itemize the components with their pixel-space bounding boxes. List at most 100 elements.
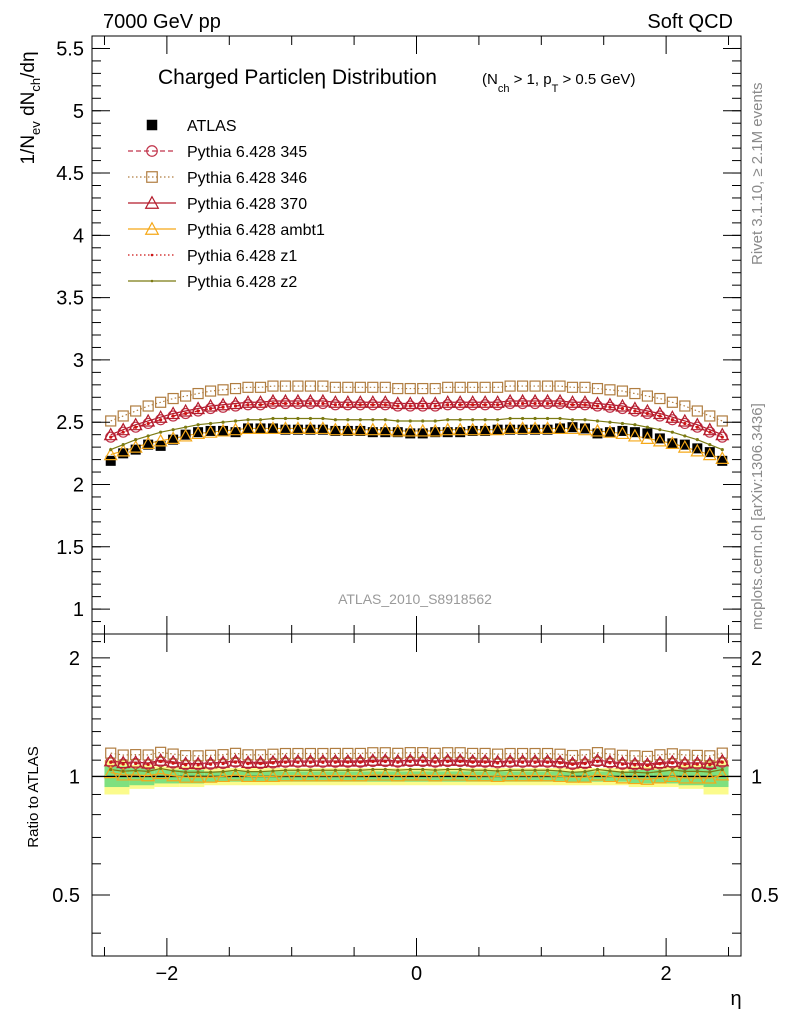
point-pythia-6-428-346 xyxy=(204,385,217,397)
point-pythia-6-428-346 xyxy=(641,390,653,402)
ratio-point-pythia-6-428-346 xyxy=(242,749,254,761)
ratio-point-pythia-6-428-345 xyxy=(217,757,229,770)
ratio-point-pythia-6-428-370 xyxy=(178,756,193,770)
ratio-point-pythia-6-428-370 xyxy=(465,753,480,767)
point-pythia-6-428-ambt1 xyxy=(166,431,181,445)
ratio-point-pythia-6-428-z2 xyxy=(595,767,600,772)
point-pythia-6-428-346 xyxy=(591,382,604,395)
ratio-point-pythia-6-428-345 xyxy=(254,758,267,770)
point-pythia-6-428-346 xyxy=(579,381,591,393)
ratio-point-pythia-6-428-ambt1 xyxy=(290,768,305,782)
point-atlas xyxy=(542,424,553,435)
ratio-point-pythia-6-428-z1 xyxy=(558,761,562,765)
point-pythia-6-428-ambt1 xyxy=(715,451,730,464)
ratio-point-pythia-6-428-z1 xyxy=(720,760,724,764)
ratio-point-pythia-6-428-z2 xyxy=(396,768,400,772)
point-pythia-6-428-ambt1 xyxy=(116,443,131,457)
point-pythia-6-428-370 xyxy=(553,393,568,407)
ratio-point-pythia-6-428-z1 xyxy=(520,760,525,764)
point-atlas xyxy=(180,429,191,440)
ratio-point-pythia-6-428-345 xyxy=(242,758,254,770)
ratio-point-pythia-6-428-345 xyxy=(367,755,379,768)
ratio-point-pythia-6-428-z2 xyxy=(496,769,500,773)
ratio-point-pythia-6-428-z2 xyxy=(545,768,550,772)
point-pythia-6-428-346 xyxy=(691,405,703,417)
point-pythia-6-428-z1 xyxy=(695,425,699,429)
ratio-point-pythia-6-428-370 xyxy=(290,753,305,767)
point-pythia-6-428-346 xyxy=(529,380,541,392)
point-pythia-6-428-346 xyxy=(292,380,304,392)
ratio-point-pythia-6-428-346 xyxy=(354,747,366,760)
ratio-point-pythia-6-428-370 xyxy=(153,752,168,766)
svg-text:1/Nev dNch/dη: 1/Nev dNch/dη xyxy=(18,51,43,164)
point-atlas xyxy=(130,444,141,455)
legend-label-pythia-6-428-346: Pythia 6.428 346 xyxy=(187,170,307,187)
ratio-point-pythia-6-428-346 xyxy=(666,748,678,760)
ratio-point-pythia-6-428-346 xyxy=(267,748,279,760)
point-pythia-6-428-z1 xyxy=(421,404,425,408)
ratio-point-pythia-6-428-ambt1 xyxy=(340,768,355,782)
point-atlas xyxy=(654,433,665,444)
ratio-point-pythia-6-428-z1 xyxy=(446,759,450,764)
ratio-point-pythia-6-428-345 xyxy=(429,756,441,768)
ratio-point-pythia-6-428-ambt1 xyxy=(590,767,605,781)
point-atlas xyxy=(717,455,728,466)
point-pythia-6-428-z1 xyxy=(595,404,600,408)
point-pythia-6-428-z2 xyxy=(333,418,337,422)
ratio-point-pythia-6-428-345 xyxy=(679,758,691,770)
point-pythia-6-428-z2 xyxy=(458,418,462,422)
point-pythia-6-428-346 xyxy=(342,381,354,393)
point-atlas xyxy=(205,425,216,436)
point-pythia-6-428-ambt1 xyxy=(465,422,480,436)
point-pythia-6-428-370 xyxy=(253,395,268,408)
point-pythia-6-428-ambt1 xyxy=(453,422,468,436)
point-pythia-6-428-z1 xyxy=(171,414,175,418)
analysis-label: ATLAS_2010_S8918562 xyxy=(338,591,492,607)
point-atlas xyxy=(342,425,353,436)
ratio-point-pythia-6-428-z1 xyxy=(321,760,325,764)
ratio-point-pythia-6-428-ambt1 xyxy=(403,767,418,781)
legend-marker-pythia-6-428-z1 xyxy=(150,253,154,257)
ratio-point-pythia-6-428-ambt1 xyxy=(702,770,717,784)
point-pythia-6-428-z2 xyxy=(570,418,575,422)
point-pythia-6-428-z1 xyxy=(371,403,375,407)
point-atlas xyxy=(467,425,478,436)
ratio-point-pythia-6-428-346 xyxy=(279,747,292,760)
point-pythia-6-428-z1 xyxy=(645,411,649,416)
ratio-point-pythia-6-428-z2 xyxy=(645,771,649,775)
chart-title-sub: (Nch > 1, pT > 0.5 GeV) xyxy=(482,71,635,95)
ratio-tick-label-left: 0.5 xyxy=(52,885,80,907)
point-pythia-6-428-z2 xyxy=(595,419,600,423)
point-pythia-6-428-346 xyxy=(229,382,242,395)
point-pythia-6-428-z1 xyxy=(408,404,412,408)
legend-marker-pythia-6-428-370 xyxy=(144,195,160,209)
ratio-point-pythia-6-428-370 xyxy=(278,753,293,767)
point-pythia-6-428-z2 xyxy=(658,428,662,432)
ratio-point-pythia-6-428-346 xyxy=(254,749,267,761)
ratio-point-pythia-6-428-z2 xyxy=(246,770,250,774)
point-pythia-6-428-346 xyxy=(142,400,154,412)
ratio-point-pythia-6-428-z1 xyxy=(458,759,462,764)
ratio-point-pythia-6-428-ambt1 xyxy=(677,770,692,784)
point-pythia-6-428-z1 xyxy=(346,403,350,407)
ratio-point-pythia-6-428-ambt1 xyxy=(415,767,430,781)
header-right: Soft QCD xyxy=(647,11,733,33)
main-ylabel: 1/Nev dNch/dη xyxy=(18,51,43,164)
point-pythia-6-428-346 xyxy=(679,400,691,412)
ratio-point-pythia-6-428-370 xyxy=(141,755,156,769)
ratio-point-pythia-6-428-z1 xyxy=(708,763,712,767)
point-pythia-6-428-z2 xyxy=(283,416,288,421)
point-pythia-6-428-370 xyxy=(565,395,580,408)
point-pythia-6-428-370 xyxy=(116,422,131,436)
ratio-point-pythia-6-428-346 xyxy=(591,747,604,759)
ratio-point-pythia-6-428-ambt1 xyxy=(540,768,555,782)
ratio-point-pythia-6-428-z1 xyxy=(483,760,487,764)
point-pythia-6-428-ambt1 xyxy=(278,421,293,435)
point-atlas xyxy=(629,427,640,438)
point-pythia-6-428-z1 xyxy=(283,401,288,406)
point-atlas xyxy=(105,455,116,466)
point-pythia-6-428-z2 xyxy=(146,434,150,438)
point-pythia-6-428-ambt1 xyxy=(141,436,156,449)
ratio-point-pythia-6-428-ambt1 xyxy=(515,768,530,782)
ratio-point-pythia-6-428-z1 xyxy=(533,760,537,764)
